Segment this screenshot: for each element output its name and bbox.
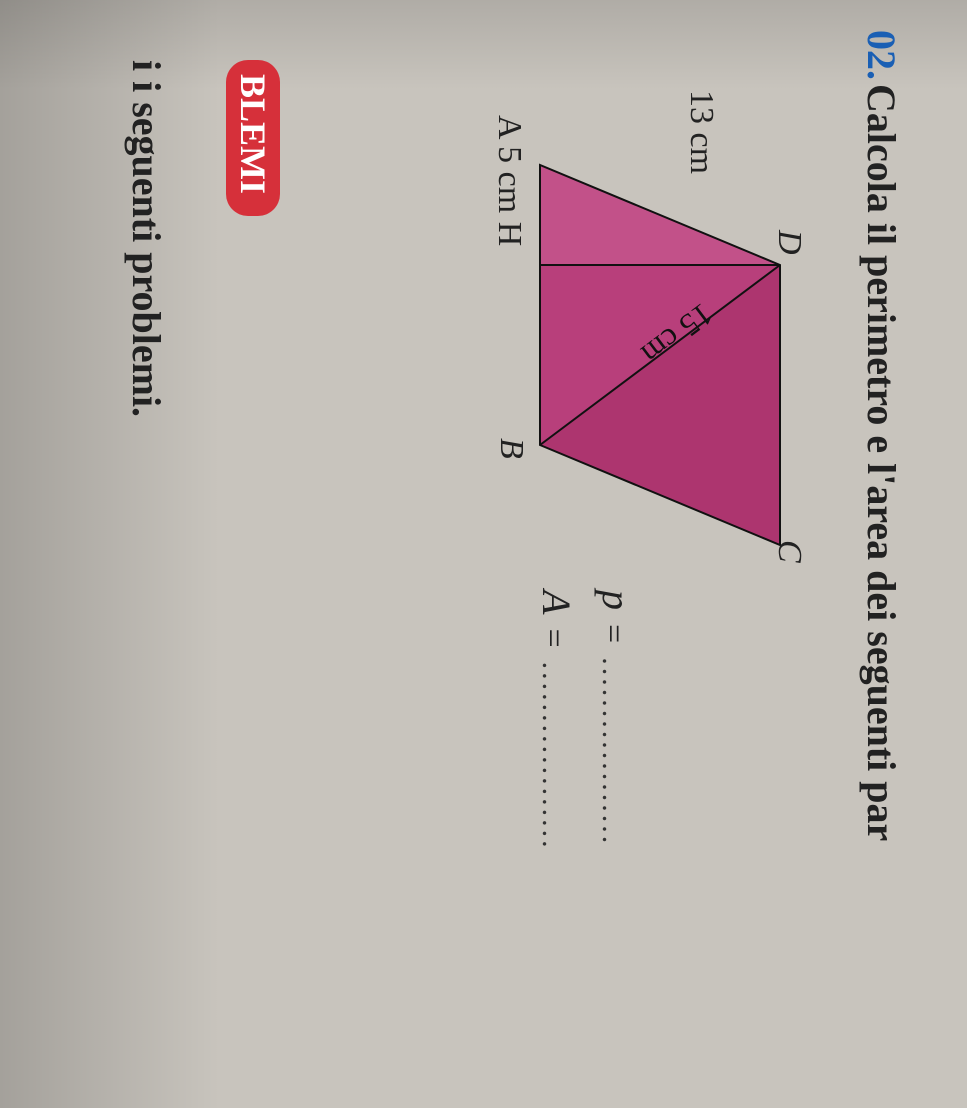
problem-text: Calcola il perimetro e l'area dei seguen… — [859, 84, 904, 841]
p-eq: = — [595, 624, 632, 643]
A-label: A — [534, 590, 579, 614]
blemi-pill-wrap: BLEMI — [226, 60, 280, 216]
label-side-DA: 13 cm — [682, 90, 720, 174]
label-A5cmH: A 5 cm H — [490, 115, 528, 246]
subheading: i i seguenti problemi. — [123, 60, 170, 417]
perimeter-line: p = .................. — [593, 590, 640, 846]
blemi-pill: BLEMI — [226, 60, 280, 216]
area-line: A = .................. — [533, 590, 580, 851]
shade-left — [0, 0, 220, 1108]
heading-line: 02. Calcola il perimetro e l'area dei se… — [858, 30, 905, 841]
p-dots: .................. — [596, 657, 629, 846]
A-eq: = — [535, 628, 572, 647]
page-root: 02. Calcola il perimetro e l'area dei se… — [0, 0, 967, 1108]
vertex-D: D — [770, 230, 808, 255]
vertex-B: B — [492, 438, 530, 459]
A-dots: .................. — [536, 662, 569, 851]
p-label: p — [594, 590, 639, 610]
vertex-C: C — [770, 540, 808, 563]
problem-number: 02. — [859, 30, 904, 80]
